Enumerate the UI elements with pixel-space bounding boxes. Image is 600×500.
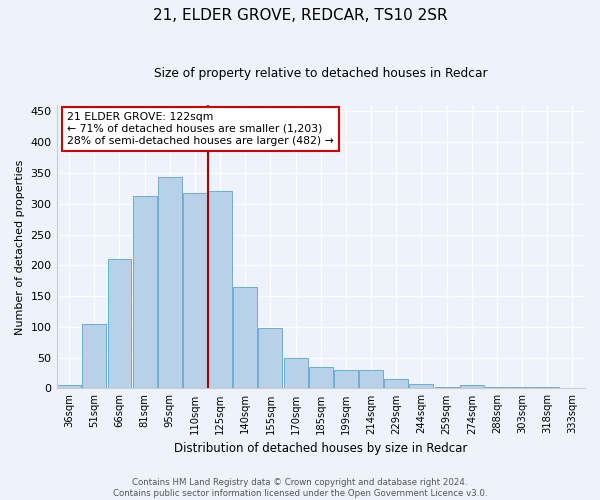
Text: 21, ELDER GROVE, REDCAR, TS10 2SR: 21, ELDER GROVE, REDCAR, TS10 2SR [152,8,448,22]
Bar [334,370,358,388]
Bar [485,387,509,388]
Bar [107,259,131,388]
X-axis label: Distribution of detached houses by size in Redcar: Distribution of detached houses by size … [174,442,467,455]
Bar [385,379,408,388]
Bar [359,370,383,388]
Bar [434,386,458,388]
Bar [460,386,484,388]
Bar [82,324,106,388]
Bar [158,178,182,388]
Bar [409,384,433,388]
Bar [284,358,308,388]
Bar [208,192,232,388]
Title: Size of property relative to detached houses in Redcar: Size of property relative to detached ho… [154,68,488,80]
Bar [510,387,534,388]
Bar [535,387,559,388]
Bar [133,196,157,388]
Bar [259,328,283,388]
Bar [57,384,81,388]
Text: 21 ELDER GROVE: 122sqm
← 71% of detached houses are smaller (1,203)
28% of semi-: 21 ELDER GROVE: 122sqm ← 71% of detached… [67,112,334,146]
Y-axis label: Number of detached properties: Number of detached properties [15,159,25,334]
Bar [183,192,207,388]
Bar [309,367,333,388]
Bar [233,287,257,388]
Text: Contains HM Land Registry data © Crown copyright and database right 2024.
Contai: Contains HM Land Registry data © Crown c… [113,478,487,498]
